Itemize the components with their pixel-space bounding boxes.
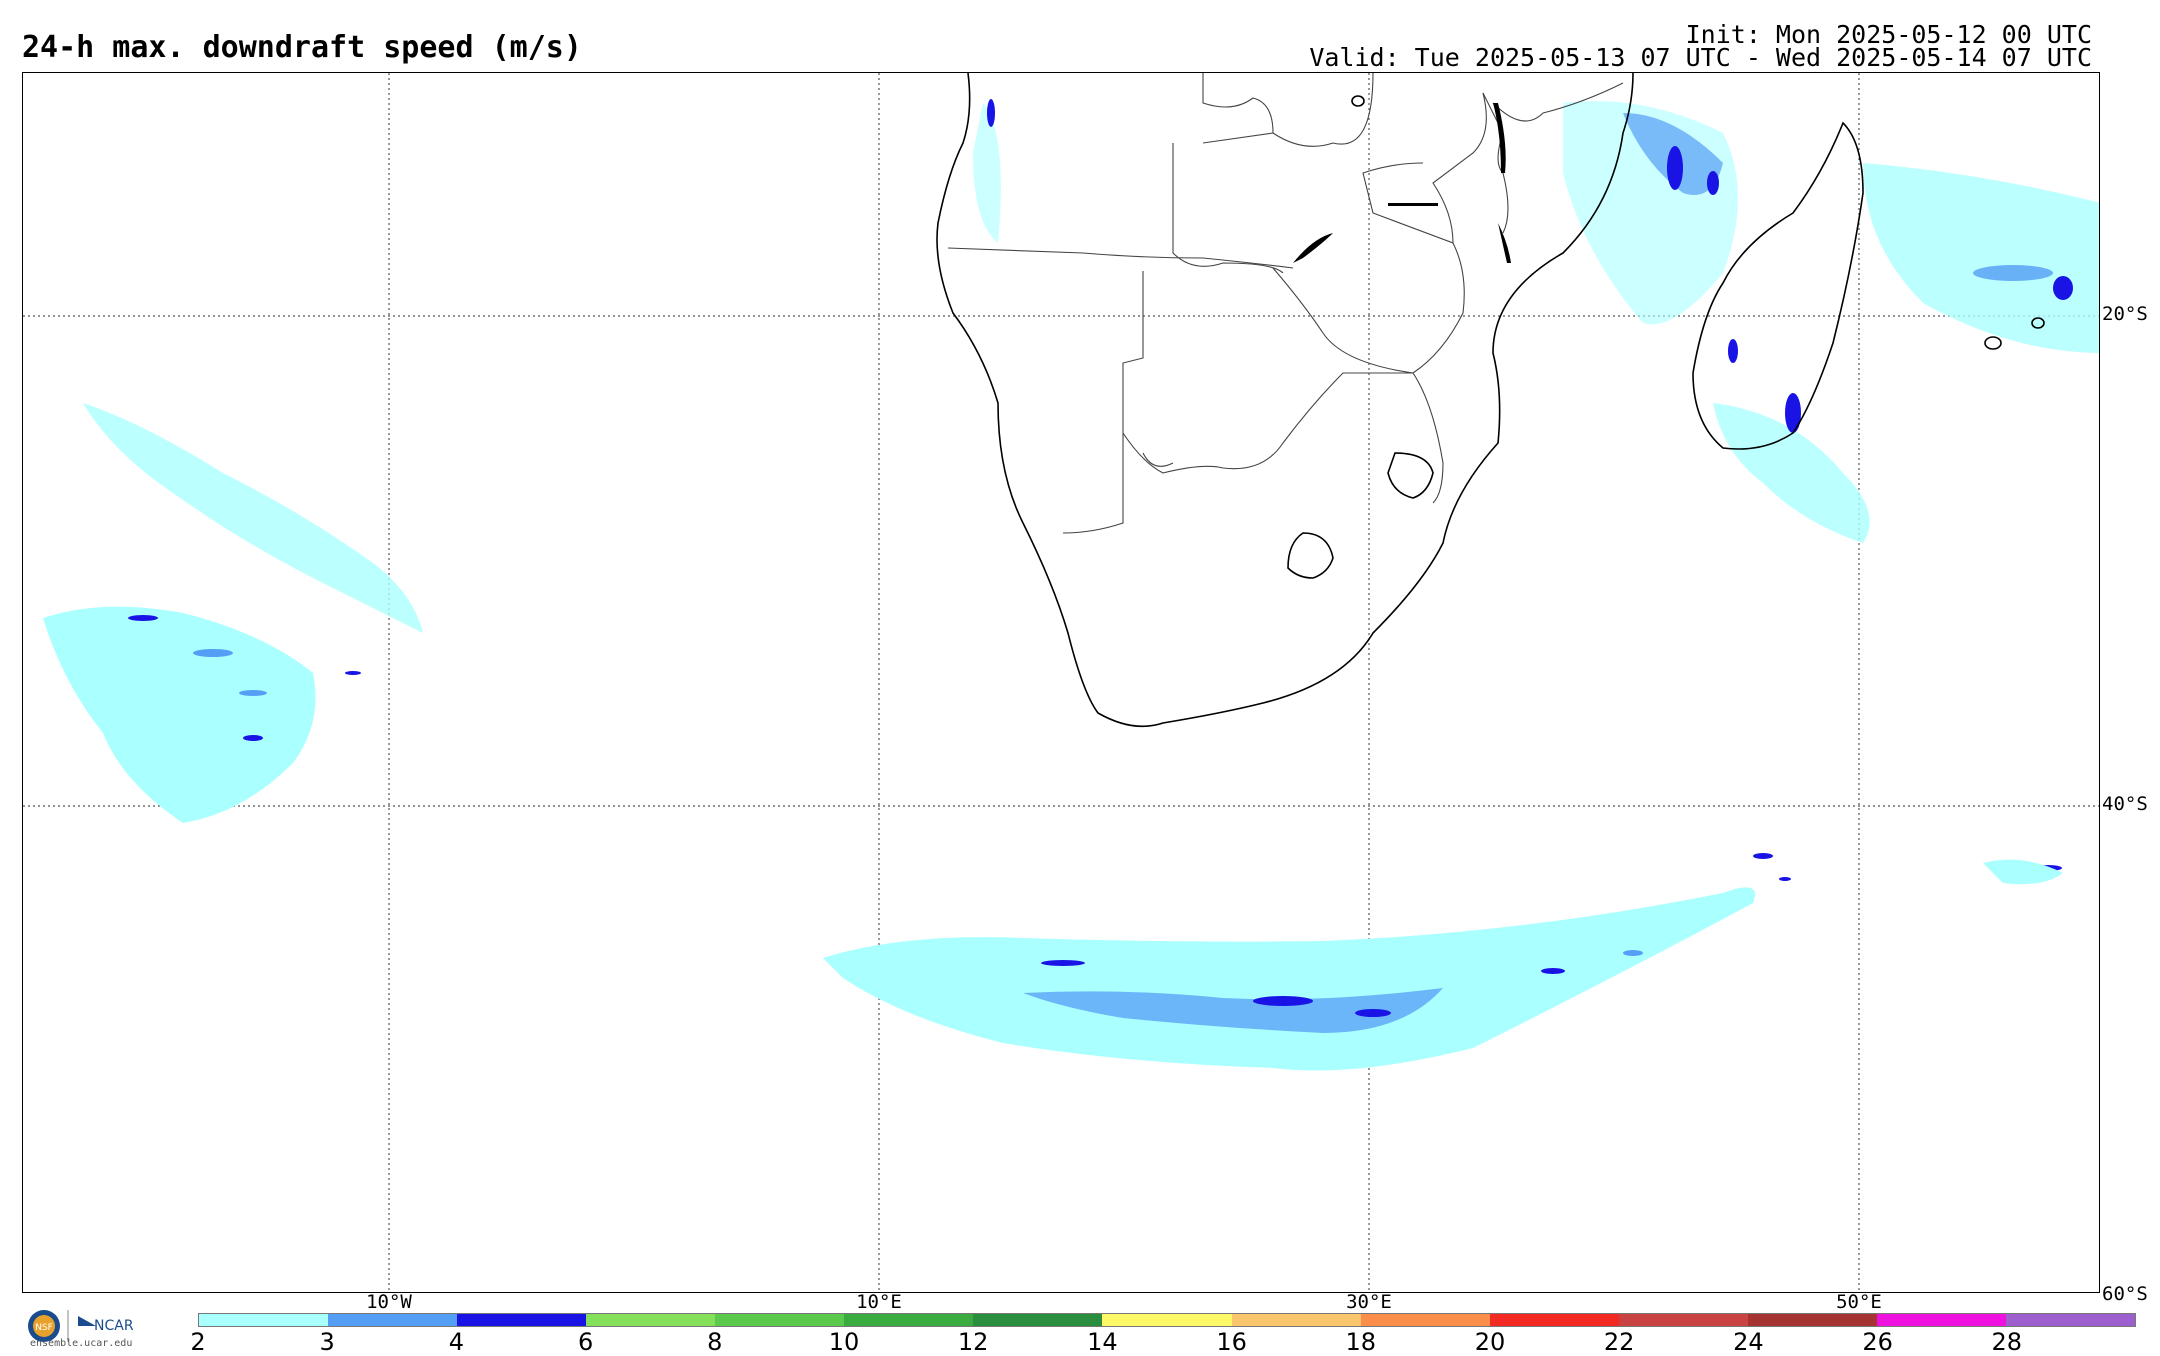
colorbar-segment xyxy=(1231,1314,1361,1326)
colorbar-tick-label: 3 xyxy=(319,1328,335,1356)
colorbar-segment xyxy=(715,1314,845,1326)
lat-label-20s: 20°S xyxy=(2102,303,2148,325)
colorbar-segment xyxy=(1360,1314,1490,1326)
colorbar-segment xyxy=(1489,1314,1619,1326)
lat-label-60s: 60°S xyxy=(2102,1283,2148,1305)
colorbar-tick-label: 14 xyxy=(1087,1328,1118,1356)
colorbar-segment xyxy=(457,1314,587,1326)
lakes xyxy=(1293,103,1511,263)
downdraft-cluster-west xyxy=(43,403,423,823)
colorbar xyxy=(198,1313,2136,1327)
colorbar-segment xyxy=(1747,1314,1877,1326)
init-time: Init: Mon 2025-05-12 00 UTC xyxy=(1685,20,2092,49)
colorbar-tick-label: 24 xyxy=(1733,1328,1764,1356)
colorbar-tick-label: 22 xyxy=(1603,1328,1635,1356)
colorbar-tick-label: 16 xyxy=(1216,1328,1247,1356)
colorbar-tick-label: 28 xyxy=(1991,1328,2023,1356)
map-canvas xyxy=(23,73,2099,1292)
colorbar-tick-label: 18 xyxy=(1345,1328,1377,1356)
colorbar-segment xyxy=(2005,1314,2135,1326)
colorbar-tick-label: 26 xyxy=(1862,1328,1893,1356)
colorbar-tick-label: 4 xyxy=(448,1328,465,1356)
colorbar-tick-label: 6 xyxy=(577,1328,594,1356)
svg-text:NCAR: NCAR xyxy=(94,1318,134,1334)
map-panel xyxy=(22,72,2100,1293)
map-title: 24-h max. downdraft speed (m/s) xyxy=(22,30,582,65)
colorbar-segment xyxy=(586,1314,716,1326)
coastlines xyxy=(936,73,2045,728)
colorbar-segment xyxy=(973,1314,1103,1326)
colorbar-segment xyxy=(328,1314,458,1326)
lon-label-10e: 10°E xyxy=(856,1291,902,1313)
colorbar-tick-label: 10 xyxy=(828,1328,860,1356)
colorbar-tick-label: 20 xyxy=(1474,1328,1506,1356)
colorbar-segment xyxy=(1618,1314,1748,1326)
nsf-ncar-logo: NSF NCAR xyxy=(28,1310,134,1342)
lon-label-30e: 30°E xyxy=(1346,1291,1392,1313)
svg-text:NSF: NSF xyxy=(35,1323,53,1333)
colorbar-tick-label: 12 xyxy=(957,1328,989,1356)
downdraft-cluster-northeast xyxy=(973,99,2099,543)
country-borders xyxy=(947,73,1624,534)
colorbar-segment xyxy=(199,1314,329,1326)
colorbar-tick-label: 8 xyxy=(707,1328,723,1356)
colorbar-tick-label: 2 xyxy=(190,1328,206,1356)
valid-time: Valid: Tue 2025-05-13 07 UTC - Wed 2025-… xyxy=(1309,43,2092,72)
colorbar-segment xyxy=(844,1314,974,1326)
site-url: ensemble.ucar.edu xyxy=(30,1338,133,1349)
downdraft-band-south xyxy=(823,853,2063,1071)
colorbar-segment xyxy=(1102,1314,1232,1326)
lon-label-50e: 50°E xyxy=(1836,1291,1882,1313)
lat-label-40s: 40°S xyxy=(2102,793,2148,815)
colorbar-segment xyxy=(1876,1314,2006,1326)
lon-label-10w: 10°W xyxy=(366,1291,412,1313)
graticule xyxy=(23,73,2099,1292)
ncar-mark-icon xyxy=(78,1316,96,1326)
